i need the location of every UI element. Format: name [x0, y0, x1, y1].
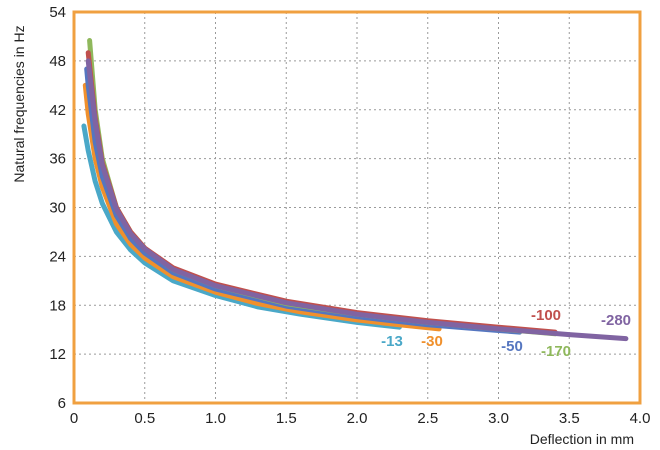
x-tick-label: 0.5 [134, 410, 155, 427]
series-line-neg170 [87, 38, 558, 337]
series-label: -280 [601, 312, 631, 329]
grid [74, 12, 640, 403]
plot-border [72, 10, 642, 405]
x-tick-label: 2.5 [417, 410, 438, 427]
x-tick-label: 0 [70, 410, 78, 427]
x-axis-title: Deflection in mm [530, 431, 634, 447]
x-tick-label: 4.0 [630, 410, 651, 427]
series-label: -170 [541, 343, 571, 360]
series-label: -100 [531, 307, 561, 324]
series-label: -13 [381, 333, 403, 350]
y-tick-label: 30 [49, 200, 66, 217]
series-line-neg30 [82, 82, 442, 332]
y-tick-label: 36 [49, 151, 66, 168]
y-axis-ticks: 6 12 18 24 30 36 42 48 54 [49, 4, 66, 412]
series-label: -50 [501, 338, 523, 355]
x-tick-label: 2.0 [347, 410, 368, 427]
series-labels: -13 -30 -50 -170 -100 -280 [381, 307, 631, 360]
y-tick-label: 24 [49, 248, 66, 265]
y-tick-label: 48 [49, 53, 66, 70]
series-label: -30 [421, 333, 443, 350]
x-tick-label: 3.5 [559, 410, 580, 427]
x-tick-label: 3.0 [488, 410, 509, 427]
y-tick-label: 42 [49, 102, 66, 119]
x-axis-ticks: 0 0.5 1.0 1.5 2.0 2.5 3.0 3.5 4.0 [70, 410, 651, 427]
x-tick-label: 1.0 [205, 410, 226, 427]
series-line-neg50 [84, 66, 523, 335]
series-line-neg280 [85, 58, 629, 342]
series-line-neg100 [85, 50, 558, 335]
series-lines [81, 38, 629, 342]
y-axis-title: Natural frequencies in Hz [11, 25, 27, 182]
y-tick-label: 6 [58, 395, 66, 412]
plot-frame [72, 10, 642, 405]
y-tick-label: 18 [49, 297, 66, 314]
x-tick-label: 1.5 [276, 410, 297, 427]
y-tick-label: 12 [49, 346, 66, 363]
y-tick-label: 54 [49, 4, 66, 21]
